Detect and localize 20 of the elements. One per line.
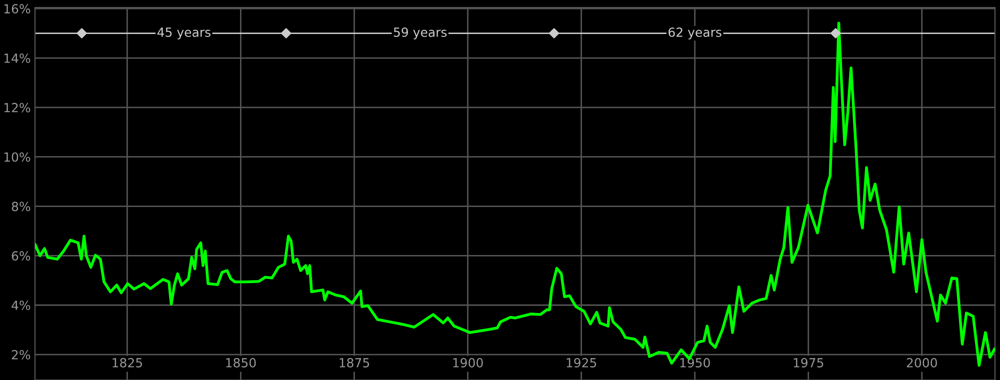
- x-tick-label: 2000: [906, 358, 937, 368]
- x-tick-label: 1825: [112, 358, 142, 368]
- y-tick-label: 12%: [4, 102, 30, 112]
- y-tick-label: 14%: [4, 53, 30, 63]
- y-tick-label: 2%: [12, 350, 30, 360]
- x-tick-label: 1850: [226, 358, 256, 368]
- x-tick-label: 1900: [453, 358, 483, 368]
- annotation: 59 years: [394, 27, 447, 40]
- y-tick-label: 6%: [12, 251, 30, 261]
- y-tick-label: 16%: [4, 4, 30, 14]
- y-tick-label: 4%: [12, 300, 30, 310]
- y-tick-label: 10%: [4, 152, 30, 162]
- line-series: [35, 22, 995, 367]
- x-tick-label: 1875: [340, 358, 370, 368]
- annotation: 62 years: [668, 27, 722, 40]
- annotation: 45 years: [157, 28, 210, 40]
- x-tick-label: 1950: [680, 358, 710, 368]
- y-tick-label: 8%: [12, 202, 30, 212]
- x-tick-label: 1925: [566, 358, 596, 368]
- x-tick-label: 1975: [794, 358, 824, 368]
